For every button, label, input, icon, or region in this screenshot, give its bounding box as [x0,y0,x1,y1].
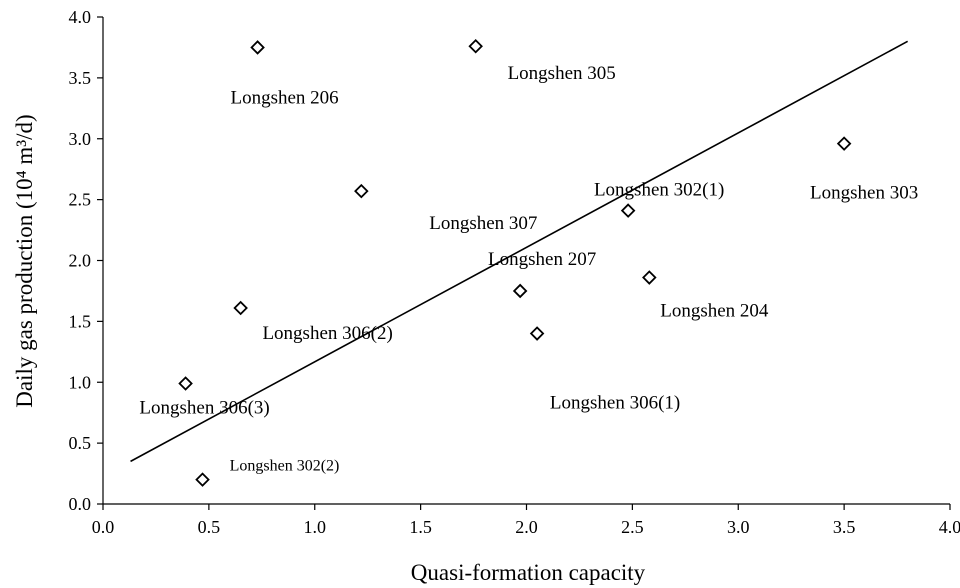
data-point-label: Longshen 302(2) [230,458,340,475]
y-tick-label: 1.0 [69,372,92,392]
x-tick-label: 0.5 [198,517,221,537]
data-point-marker [836,136,852,151]
y-tick-label: 4.0 [69,7,92,27]
data-point-label: Longshen 206 [230,87,338,108]
data-point-marker [642,270,657,285]
data-point-label: Longshen 306(2) [262,323,392,344]
y-axis-title: Daily gas production (10⁴ m³/d) [12,114,37,407]
y-tick-label: 2.5 [69,190,92,210]
axis-ticks: 0.0 0.5 1.0 1.5 2.0 2.5 3.0 3.5 4.0 0.0 0.5 1.0 1.5 2… [69,7,960,537]
data-point-marker [195,472,210,487]
data-point-label: Longshen 204 [660,301,769,322]
x-tick-label: 2.0 [515,517,538,537]
y-tick-label: 0.0 [69,494,92,514]
x-tick-label: 3.0 [727,517,750,537]
x-axis-title: Quasi-formation capacity [411,560,646,585]
data-point-label: Longshen 306(3) [139,397,269,418]
y-tick-label: 3.5 [69,68,92,88]
plot-area: 0.0 0.5 1.0 1.5 2.0 2.5 3.0 3.5 4.0 0.0 0.5 1.0 1.5 2… [69,7,960,537]
data-point-label: Longshen 306(1) [550,393,680,414]
data-points [178,38,852,487]
data-point-label: Longshen 302(1) [594,180,724,201]
y-tick-label: 1.5 [69,311,92,331]
trendline-group [130,40,909,463]
x-tick-label: 0.0 [92,517,115,537]
x-tick-label: 4.0 [939,517,960,537]
x-tick-label: 1.0 [304,517,327,537]
x-tick-label: 3.5 [833,517,856,537]
data-point-label: Longshen 305 [508,63,616,84]
data-point-marker [529,326,545,341]
data-point-label: Longshen 303 [810,183,918,204]
data-point-label: Longshen 307 [429,213,537,234]
data-point-marker [512,283,528,299]
data-point-marker [354,183,369,199]
data-point-marker [233,300,248,316]
y-tick-label: 2.0 [69,251,92,271]
data-point-marker [178,376,193,391]
data-point-marker [468,38,483,54]
x-tick-label: 2.5 [621,517,644,537]
x-tick-label: 1.5 [409,517,432,537]
data-point-labels: Longshen 206 Longshen 305 Longshen 303 Long… [139,63,918,474]
data-point-label: Longshen 207 [488,249,596,270]
trendline [130,40,909,463]
y-tick-label: 0.5 [69,433,92,453]
data-point-marker [250,40,265,55]
data-point-marker [620,203,636,218]
y-tick-label: 3.0 [69,129,92,149]
